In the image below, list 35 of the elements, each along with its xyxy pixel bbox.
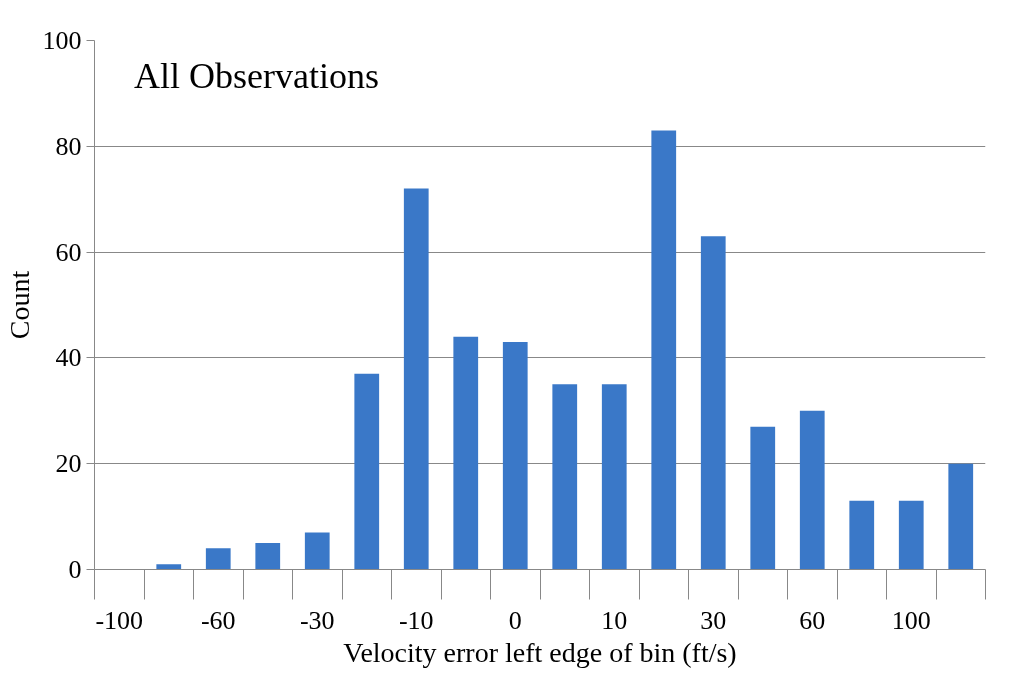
y-tick-label: 60	[55, 237, 82, 267]
x-tick-label: 10	[601, 605, 628, 635]
x-tick-label: 100	[891, 605, 931, 635]
x-tick-label: 0	[508, 605, 522, 635]
bar	[898, 500, 924, 570]
x-axis-title: Velocity error left edge of bin (ft/s)	[343, 636, 737, 668]
bar	[403, 188, 429, 570]
bar	[799, 410, 825, 570]
bar	[354, 373, 380, 570]
bar	[948, 463, 974, 570]
bar	[453, 336, 479, 570]
bar	[255, 543, 281, 570]
bar	[750, 426, 776, 570]
y-tick-label: 100	[42, 26, 82, 55]
bar	[156, 564, 182, 570]
bar	[552, 384, 578, 570]
bar	[304, 532, 330, 570]
chart-title: All Observations	[134, 56, 380, 97]
x-tick-label: -60	[200, 605, 236, 635]
y-tick-label: 80	[55, 131, 82, 161]
y-tick-label: 40	[55, 343, 82, 373]
y-tick-label: 20	[55, 449, 82, 479]
bar	[651, 130, 677, 570]
bar	[700, 236, 726, 570]
x-tick-label: -30	[299, 605, 335, 635]
y-tick-label: 0	[68, 555, 82, 584]
y-axis-title: Count	[3, 270, 35, 340]
x-tick-label: -10	[398, 605, 434, 635]
x-tick-label: -100	[95, 605, 144, 635]
bar	[849, 500, 875, 570]
bar	[601, 384, 627, 570]
x-tick-label: 60	[799, 605, 826, 635]
bar	[205, 548, 231, 570]
x-tick-label: 30	[700, 605, 727, 635]
bar	[502, 342, 528, 570]
